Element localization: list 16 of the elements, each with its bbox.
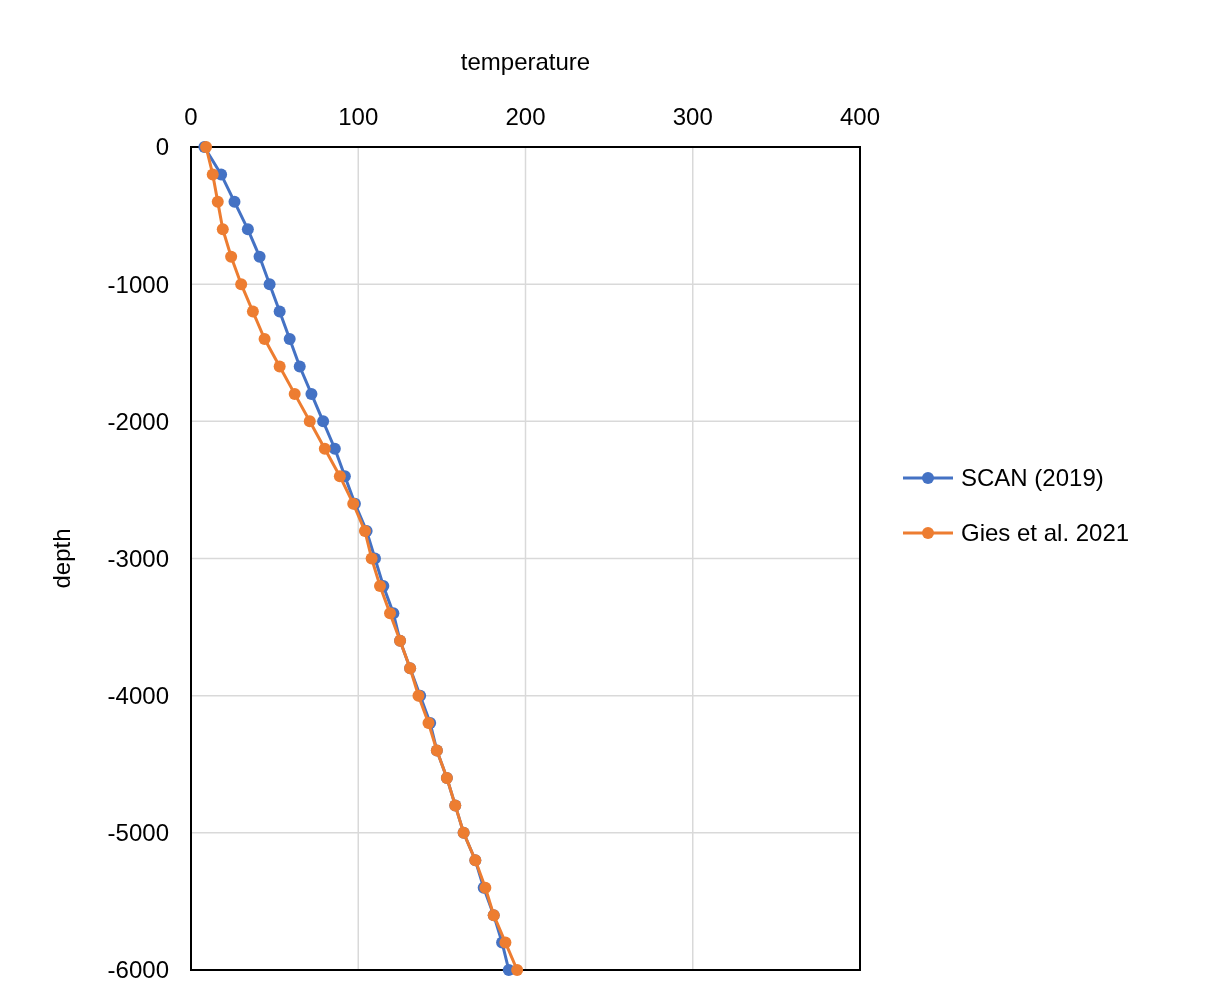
x-tick-label: 100 [338, 103, 379, 130]
y-axis-title: depth [48, 528, 75, 589]
y-tick-label: -3000 [107, 544, 169, 572]
y-tick-label: -2000 [107, 407, 169, 435]
x-tick-label: 0 [184, 103, 198, 130]
y-tick-label: -4000 [107, 682, 169, 710]
y-tick-label: -6000 [107, 956, 169, 984]
x-tick-label: 400 [839, 103, 881, 130]
legend-label: Gies et al. 2021 [961, 519, 1130, 547]
x-axis-title: temperature [460, 48, 591, 75]
legend-label: SCAN (2019) [961, 464, 1104, 492]
x-tick-label: 200 [505, 103, 546, 130]
x-tick-label: 300 [672, 103, 713, 130]
y-tick-label: 0 [155, 133, 169, 161]
y-tick-label: -1000 [107, 270, 169, 298]
y-tick-label: -5000 [107, 819, 169, 847]
